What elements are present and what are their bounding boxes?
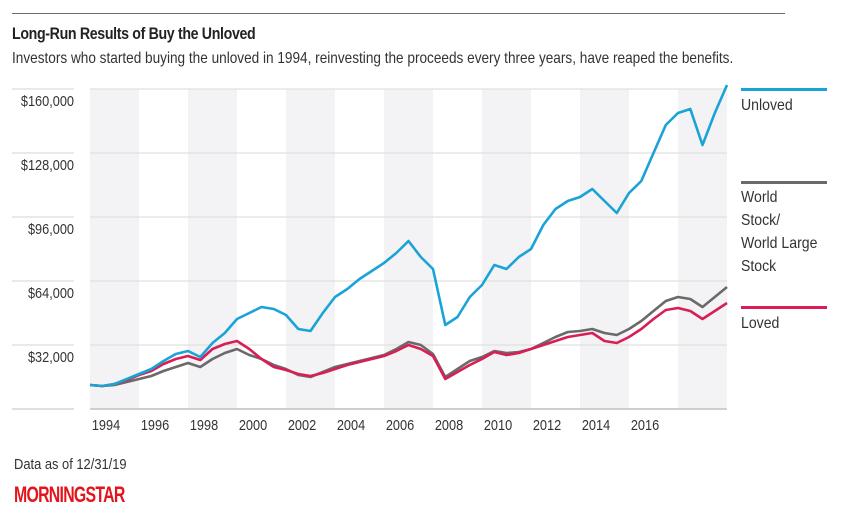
y-axis-ticks: $32,000 $64,000 $96,000 $128,000 $160,000	[21, 92, 74, 365]
y-tick-label: $160,000	[21, 92, 74, 109]
shaded-band	[482, 89, 531, 409]
top-rule	[12, 13, 392, 14]
shaded-band	[90, 89, 139, 409]
legend-label-world-stock-line3: World Large	[741, 235, 818, 252]
x-tick-label: 2016	[631, 416, 660, 433]
legend-label-world-stock-line2: Stock/	[741, 212, 781, 229]
series-lines	[89, 84, 729, 388]
x-tick-label: 2014	[582, 416, 611, 433]
x-tick-label: 2008	[435, 416, 464, 433]
shaded-band	[580, 89, 629, 409]
gridlines	[12, 88, 727, 410]
legend-swatch-unloved	[741, 88, 827, 91]
x-tick-label: 2010	[484, 416, 513, 433]
chart-title: Long-Run Results of Buy the Unloved	[12, 25, 256, 43]
shaded-band	[286, 89, 335, 409]
x-tick-label: 2012	[533, 416, 562, 433]
series-line-world-stock-world-large-stock	[89, 285, 728, 388]
x-tick-label: 2002	[288, 416, 317, 433]
shaded-band	[384, 89, 433, 409]
legend-swatch-world-stock	[741, 181, 827, 184]
y-tick-label: $64,000	[28, 284, 74, 301]
x-tick-label: 2006	[386, 416, 415, 433]
legend-label-unloved: Unloved	[741, 97, 793, 114]
y-tick-label: $96,000	[28, 220, 74, 237]
series-line-loved	[89, 301, 728, 388]
legend-label-world-stock: World Stock/ World Large Stock	[741, 186, 817, 278]
legend-label-world-stock-line1: World	[741, 189, 778, 206]
y-tick-label: $32,000	[28, 348, 74, 365]
x-tick-label: 1996	[141, 416, 170, 433]
x-axis-ticks: 1994 1996 1998 2000 2002 2004 2006 2008 2010 2012…	[92, 416, 660, 433]
y-tick-label: $128,000	[21, 156, 74, 173]
x-tick-label: 1998	[190, 416, 219, 433]
legend-label-world-stock-line4: Stock	[741, 258, 777, 275]
x-tick-label: 2004	[337, 416, 366, 433]
shaded-bands	[90, 89, 727, 409]
series-line-unloved	[89, 84, 729, 388]
legend-swatch-loved	[741, 306, 827, 309]
shaded-band	[678, 89, 727, 409]
x-tick-label: 2000	[239, 416, 268, 433]
x-tick-label: 1994	[92, 416, 121, 433]
top-rule-right	[392, 13, 785, 14]
morningstar-logo: MORNINGSTAR	[14, 482, 125, 507]
shaded-band	[188, 89, 237, 409]
legend-label-loved: Loved	[741, 315, 780, 332]
data-as-of-note: Data as of 12/31/19	[14, 456, 127, 473]
chart-subtitle: Investors who started buying the unloved…	[12, 50, 734, 67]
